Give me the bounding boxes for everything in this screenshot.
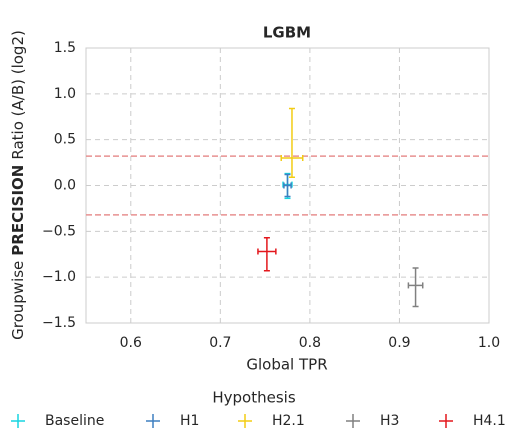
legend-label: H4.1 — [473, 413, 506, 429]
x-tick-label: 0.8 — [299, 335, 321, 351]
y-tick-label: −1.5 — [42, 315, 76, 331]
legend-label: Baseline — [45, 413, 104, 429]
y-tick-label: −0.5 — [42, 223, 76, 239]
x-tick-label: 0.7 — [209, 335, 231, 351]
x-axis-label: Global TPR — [246, 356, 327, 374]
legend-label: H3 — [380, 413, 399, 429]
chart-title: LGBM — [263, 24, 311, 42]
y-label-emphasis: PRECISION — [9, 165, 27, 256]
legend-title: Hypothesis — [212, 389, 295, 407]
x-tick-label: 1.0 — [478, 335, 500, 351]
y-label-suffix: Ratio (A/B) (log2) — [9, 30, 27, 159]
legend-label: H1 — [180, 413, 199, 429]
x-tick-label: 0.6 — [120, 335, 142, 351]
y-tick-label: 1.5 — [54, 40, 76, 56]
y-tick-label: −1.0 — [42, 269, 76, 285]
y-tick-label: 1.0 — [54, 86, 76, 102]
x-tick-label: 0.9 — [388, 335, 410, 351]
plot-frame — [85, 47, 490, 324]
y-tick-label: 0.0 — [54, 178, 76, 194]
y-label-prefix: Groupwise — [9, 261, 27, 340]
y-axis-label: Groupwise PRECISION Ratio (A/B) (log2) — [9, 30, 27, 340]
y-tick-label: 0.5 — [54, 132, 76, 148]
legend-label: H2.1 — [272, 413, 305, 429]
